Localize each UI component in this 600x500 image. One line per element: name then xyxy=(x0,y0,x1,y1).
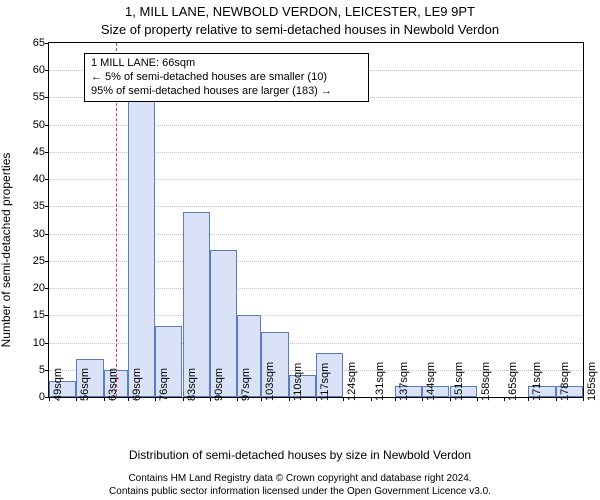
x-tick-mark xyxy=(504,397,505,401)
annotation-smaller: ← 5% of semi-detached houses are smaller… xyxy=(91,71,362,85)
x-tick-label: 49sqm xyxy=(52,368,64,401)
x-tick-mark xyxy=(237,397,238,401)
x-tick-mark xyxy=(450,397,451,401)
x-tick-mark xyxy=(104,397,105,401)
x-tick-label: 158sqm xyxy=(480,362,492,401)
x-tick-label: 137sqm xyxy=(398,362,410,401)
footer-line2: Contains public sector information licen… xyxy=(0,486,600,499)
y-tick-mark xyxy=(45,125,49,126)
y-tick-mark xyxy=(45,370,49,371)
y-tick-label: 40 xyxy=(33,173,45,185)
x-tick-label: 124sqm xyxy=(346,362,358,401)
x-tick-mark xyxy=(422,397,423,401)
x-tick-mark xyxy=(76,397,77,401)
x-tick-label: 117sqm xyxy=(319,363,331,401)
x-tick-label: 97sqm xyxy=(240,368,252,401)
y-tick-mark xyxy=(45,97,49,98)
x-tick-mark xyxy=(528,397,529,401)
x-tick-mark xyxy=(583,397,584,401)
y-tick-label: 55 xyxy=(33,91,45,103)
footer-line1: Contains HM Land Registry data © Crown c… xyxy=(0,473,600,486)
x-tick-mark xyxy=(316,397,317,401)
x-tick-label: 103sqm xyxy=(264,362,276,401)
x-tick-label: 83sqm xyxy=(186,368,198,401)
y-tick-mark xyxy=(45,315,49,316)
x-tick-mark xyxy=(49,397,50,401)
annotation-box: 1 MILL LANE: 66sqm← 5% of semi-detached … xyxy=(84,53,369,102)
x-tick-mark xyxy=(210,397,211,401)
y-tick-mark xyxy=(45,152,49,153)
y-tick-label: 5 xyxy=(39,364,45,376)
y-tick-mark xyxy=(45,343,49,344)
y-tick-label: 25 xyxy=(33,255,45,267)
x-tick-mark xyxy=(477,397,478,401)
histogram-bar xyxy=(128,97,155,397)
chart-footer: Contains HM Land Registry data © Crown c… xyxy=(0,473,600,498)
y-tick-label: 65 xyxy=(33,37,45,49)
x-tick-mark xyxy=(556,397,557,401)
y-tick-label: 10 xyxy=(33,337,45,349)
y-axis-label: Number of semi-detached properties xyxy=(0,153,13,348)
x-axis-label: Distribution of semi-detached houses by … xyxy=(0,448,600,462)
y-tick-mark xyxy=(45,70,49,71)
y-tick-mark xyxy=(45,206,49,207)
x-tick-label: 90sqm xyxy=(213,368,225,401)
y-tick-mark xyxy=(45,261,49,262)
y-tick-mark xyxy=(45,43,49,44)
x-tick-label: 131sqm xyxy=(374,362,386,401)
x-tick-mark xyxy=(289,397,290,401)
x-tick-mark xyxy=(343,397,344,401)
annotation-title: 1 MILL LANE: 66sqm xyxy=(91,57,362,71)
chart-plot-area: 0510152025303540455055606549sqm56sqm63sq… xyxy=(48,42,584,398)
y-tick-label: 15 xyxy=(33,309,45,321)
x-tick-label: 185sqm xyxy=(586,362,598,401)
y-tick-label: 20 xyxy=(33,282,45,294)
x-tick-mark xyxy=(183,397,184,401)
y-tick-mark xyxy=(45,234,49,235)
x-tick-label: 69sqm xyxy=(131,368,143,401)
y-tick-label: 35 xyxy=(33,200,45,212)
x-tick-label: 151sqm xyxy=(453,362,465,401)
x-tick-label: 144sqm xyxy=(425,362,437,401)
x-tick-label: 110sqm xyxy=(292,363,304,401)
x-tick-label: 165sqm xyxy=(507,362,519,401)
x-tick-label: 178sqm xyxy=(559,362,571,401)
y-tick-label: 30 xyxy=(33,228,45,240)
y-tick-label: 45 xyxy=(33,146,45,158)
y-tick-label: 60 xyxy=(33,64,45,76)
x-tick-mark xyxy=(395,397,396,401)
y-tick-mark xyxy=(45,288,49,289)
x-tick-mark xyxy=(261,397,262,401)
x-tick-label: 63sqm xyxy=(107,368,119,401)
y-tick-label: 50 xyxy=(33,119,45,131)
y-tick-mark xyxy=(45,179,49,180)
y-tick-label: 0 xyxy=(39,391,45,403)
x-tick-mark xyxy=(128,397,129,401)
chart-title-line1: 1, MILL LANE, NEWBOLD VERDON, LEICESTER,… xyxy=(0,4,600,19)
chart-title-line2: Size of property relative to semi-detach… xyxy=(0,22,600,37)
x-tick-label: 171sqm xyxy=(531,362,543,401)
x-tick-mark xyxy=(371,397,372,401)
annotation-larger: 95% of semi-detached houses are larger (… xyxy=(91,85,362,99)
x-tick-mark xyxy=(155,397,156,401)
x-tick-label: 56sqm xyxy=(79,368,91,401)
x-tick-label: 76sqm xyxy=(158,368,170,401)
